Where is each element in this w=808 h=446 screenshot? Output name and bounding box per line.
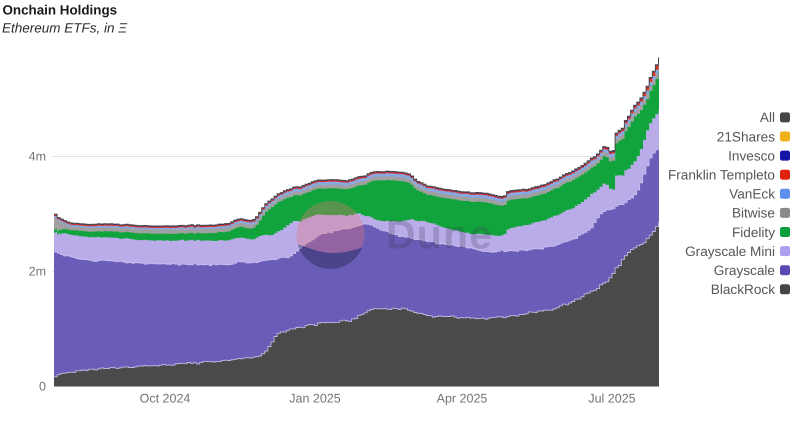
- svg-text:2m: 2m: [29, 265, 46, 279]
- svg-text:Oct 2024: Oct 2024: [140, 392, 191, 406]
- svg-text:Dune: Dune: [386, 212, 493, 258]
- svg-text:Apr 2025: Apr 2025: [437, 392, 488, 406]
- svg-text:Grayscale Mini: Grayscale Mini: [685, 244, 775, 259]
- svg-text:Jan 2025: Jan 2025: [289, 392, 340, 406]
- svg-text:4m: 4m: [29, 150, 46, 164]
- svg-text:Grayscale: Grayscale: [714, 263, 775, 278]
- svg-text:Bitwise: Bitwise: [732, 206, 775, 221]
- svg-text:All: All: [760, 110, 775, 125]
- svg-text:VanEck: VanEck: [729, 187, 775, 202]
- svg-text:Franklin Templeto: Franklin Templeto: [668, 168, 775, 183]
- svg-text:Jul 2025: Jul 2025: [588, 392, 635, 406]
- svg-text:Fidelity: Fidelity: [732, 225, 775, 240]
- svg-text:Onchain Holdings: Onchain Holdings: [3, 3, 118, 18]
- svg-text:21Shares: 21Shares: [717, 129, 775, 144]
- svg-text:BlackRock: BlackRock: [711, 282, 775, 297]
- svg-text:Ethereum ETFs, in Ξ: Ethereum ETFs, in Ξ: [2, 21, 128, 36]
- svg-text:0: 0: [39, 380, 46, 394]
- svg-text:Invesco: Invesco: [728, 148, 775, 163]
